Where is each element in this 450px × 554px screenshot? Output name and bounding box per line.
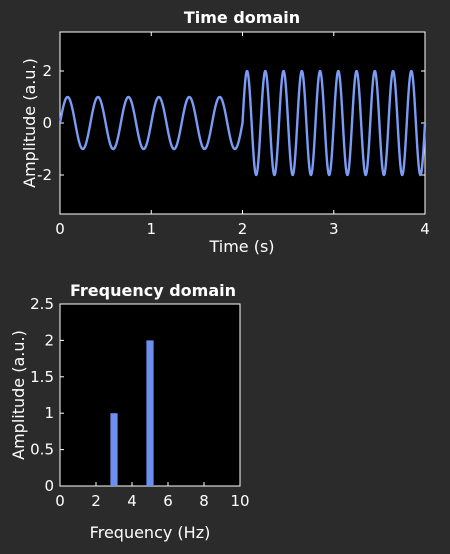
time-y-tick-label: 0 xyxy=(42,114,52,132)
freq-y-tick-label: 1 xyxy=(44,404,54,422)
time-x-tick-label: 3 xyxy=(329,220,339,238)
time-chart-title: Time domain xyxy=(184,8,300,27)
time-x-axis-label: Time (s) xyxy=(208,237,274,256)
time-domain-chart: Time domain 0 1 2 3 4 -2 0 2 Time (s) Amplitude… xyxy=(20,8,430,256)
freq-x-axis-label: Frequency (Hz) xyxy=(90,523,211,542)
time-y-tick-label: 2 xyxy=(42,62,52,80)
freq-y-tick-label: 1.5 xyxy=(30,368,54,386)
freq-bars xyxy=(110,340,154,486)
time-series-line xyxy=(58,69,427,177)
freq-x-tick-label: 6 xyxy=(163,492,173,510)
freq-axis-ticks: 0 2 4 6 8 10 0 0.5 1 1.5 2 2.5 xyxy=(30,295,249,510)
freq-bar xyxy=(110,413,118,486)
time-x-tick-label: 2 xyxy=(238,220,248,238)
freq-y-tick-label: 2 xyxy=(44,331,54,349)
freq-x-tick-label: 10 xyxy=(230,492,249,510)
freq-y-axis-label: Amplitude (a.u.) xyxy=(9,330,28,460)
freq-chart-title: Frequency domain xyxy=(70,281,236,300)
freq-y-tick-label: 2.5 xyxy=(30,295,54,313)
time-axis-ticks: 0 1 2 3 4 -2 0 2 xyxy=(37,32,430,238)
freq-y-tick-label: 0.5 xyxy=(30,441,54,459)
time-y-tick-label: -2 xyxy=(37,166,52,184)
time-x-tick-label: 4 xyxy=(420,220,430,238)
time-y-axis-label: Amplitude (a.u.) xyxy=(20,58,39,188)
freq-y-tick-label: 0 xyxy=(44,477,54,495)
freq-x-tick-label: 4 xyxy=(127,492,137,510)
freq-x-tick-label: 2 xyxy=(91,492,101,510)
freq-x-tick-label: 0 xyxy=(55,492,65,510)
time-x-tick-label: 1 xyxy=(146,220,156,238)
freq-x-tick-label: 8 xyxy=(199,492,209,510)
time-signal xyxy=(58,69,427,177)
time-x-tick-label: 0 xyxy=(55,220,65,238)
freq-bar xyxy=(146,340,154,486)
frequency-domain-chart: Frequency domain 0 2 4 6 8 10 0 0.5 1 1.5 2 2.5 Fre… xyxy=(9,281,250,542)
